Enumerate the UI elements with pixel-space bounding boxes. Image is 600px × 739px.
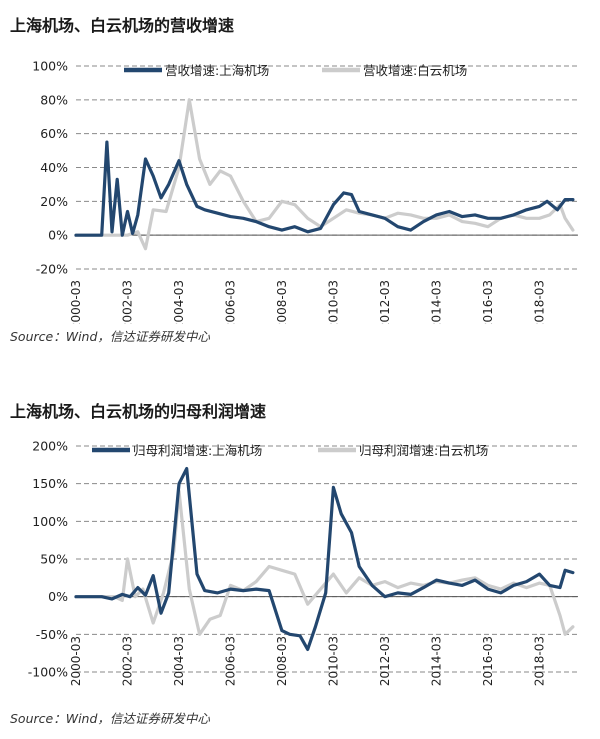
y-tick-label: 200% bbox=[32, 439, 68, 454]
x-tick-label: 2004-03 bbox=[172, 636, 186, 686]
legend-label: 归母利润增速:白云机场 bbox=[359, 443, 488, 458]
series-line-shanghai bbox=[74, 466, 575, 651]
x-tick-label: 2018-03 bbox=[532, 280, 546, 324]
y-tick-label: 40% bbox=[40, 160, 68, 175]
x-tick-label: 2000-03 bbox=[69, 636, 83, 686]
x-tick-label: 2006-03 bbox=[223, 636, 237, 686]
y-tick-label: 50% bbox=[40, 552, 68, 567]
legend-label: 营收增速:上海机场 bbox=[165, 63, 269, 78]
x-tick-label: 2008-03 bbox=[275, 636, 289, 686]
chart1-title: 上海机场、白云机场的营收增速 bbox=[10, 16, 235, 35]
net-profit-growth-chart: -100% -50% 0% 50% 100% 150% 200% 2000-03 2002-03… bbox=[28, 439, 578, 686]
y-tick-label: 100% bbox=[32, 514, 68, 529]
y-tick-label: 150% bbox=[32, 476, 68, 491]
x-tick-label: 2008-03 bbox=[275, 280, 289, 324]
legend-label: 营收增速:白云机场 bbox=[363, 63, 467, 78]
x-tick-label: 2014-03 bbox=[429, 636, 443, 686]
x-tick-label: 2016-03 bbox=[481, 280, 495, 324]
revenue-growth-chart: -20% 0% 20% 40% 60% 80% 100% 2000-03 2002-03 2004… bbox=[32, 59, 578, 324]
x-tick-label: 2002-03 bbox=[120, 280, 134, 324]
y-tick-label: -20% bbox=[36, 262, 68, 277]
x-tick-label: 2004-03 bbox=[172, 280, 186, 324]
x-tick-label: 2002-03 bbox=[120, 636, 134, 686]
x-tick-label: 2012-03 bbox=[378, 636, 392, 686]
y-tick-label: 60% bbox=[40, 126, 68, 141]
x-tick-label: 2014-03 bbox=[429, 280, 443, 324]
x-tick-label: 2010-03 bbox=[326, 280, 340, 324]
series-line-baiyun bbox=[74, 489, 575, 636]
x-tick-label: 2000-03 bbox=[69, 280, 83, 324]
y-tick-label: 80% bbox=[40, 92, 68, 107]
y-tick-label: 100% bbox=[32, 59, 68, 74]
y-tick-label: 20% bbox=[40, 194, 68, 209]
x-tick-label: 2016-03 bbox=[481, 636, 495, 686]
y-tick-label: -50% bbox=[36, 627, 68, 642]
y-tick-label: -100% bbox=[28, 665, 68, 680]
series-line-baiyun bbox=[74, 98, 575, 251]
x-tick-label: 2006-03 bbox=[223, 280, 237, 324]
legend-label: 归母利润增速:上海机场 bbox=[133, 443, 262, 458]
chart2-source: Source：Wind，信达证券研发中心 bbox=[10, 711, 210, 726]
series-line-shanghai bbox=[74, 140, 575, 237]
x-tick-label: 2010-03 bbox=[326, 636, 340, 686]
x-tick-label: 2012-03 bbox=[378, 280, 392, 324]
y-tick-label: 0% bbox=[48, 589, 68, 604]
x-tick-label: 2018-03 bbox=[532, 636, 546, 686]
y-tick-label: 0% bbox=[48, 228, 68, 243]
chart2-title: 上海机场、白云机场的归母利润增速 bbox=[10, 402, 267, 421]
chart1-source: Source：Wind，信达证券研发中心 bbox=[10, 329, 210, 344]
